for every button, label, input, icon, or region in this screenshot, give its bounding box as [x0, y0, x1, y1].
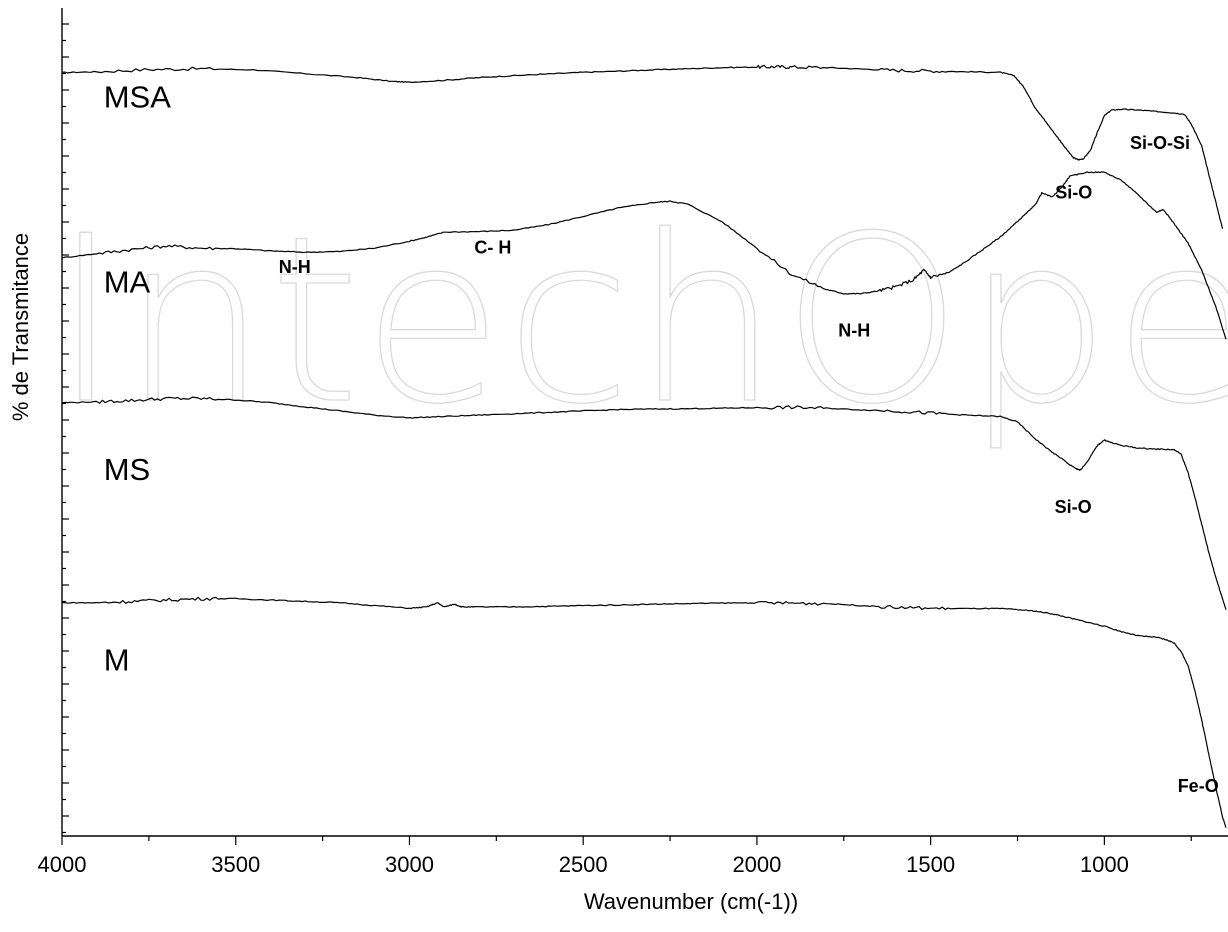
- x-tick-label: 2000: [732, 852, 781, 877]
- peak-annotation: Fe-O: [1178, 776, 1219, 796]
- series-label-ms: MS: [104, 452, 151, 487]
- y-axis-label: % de Transmitance: [8, 233, 33, 421]
- peak-annotation: N-H: [838, 320, 870, 340]
- x-tick-label: 3500: [211, 852, 260, 877]
- x-tick-label: 2500: [559, 852, 608, 877]
- peak-annotation: Si-O-Si: [1130, 133, 1190, 153]
- x-tick-label: 1000: [1080, 852, 1129, 877]
- peak-annotation: C- H: [474, 238, 511, 258]
- annotations: Si-O Si-O-Si N-H C- H N-H Si-O Fe-O: [279, 133, 1219, 796]
- peak-annotation: Si-O: [1055, 182, 1092, 202]
- peak-annotation: N-H: [279, 257, 311, 277]
- series-label-ma: MA: [104, 264, 151, 299]
- series-line-msa: [61, 64, 1224, 229]
- series-lines: [61, 64, 1227, 828]
- y-axis-ticks: [62, 23, 69, 834]
- x-tick-label: 3000: [385, 852, 434, 877]
- x-tick-label: 1500: [906, 852, 955, 877]
- series-label-msa: MSA: [104, 79, 172, 114]
- x-tick-label: 4000: [38, 852, 87, 877]
- x-axis-ticks: 4000 3500 3000 2500 2000 1500 1000: [38, 836, 1192, 877]
- series-line-m: [61, 596, 1227, 828]
- series-line-ms: [61, 396, 1227, 610]
- series-line-ma: [61, 171, 1227, 340]
- watermark-text: IntechOpen: [52, 188, 1228, 455]
- series-label-m: M: [104, 642, 130, 677]
- series-labels: MSA MA MS M: [104, 79, 172, 677]
- axes: [61, 8, 1228, 837]
- peak-annotation: Si-O: [1055, 497, 1092, 517]
- x-axis-label: Wavenumber (cm(-1)): [584, 889, 798, 914]
